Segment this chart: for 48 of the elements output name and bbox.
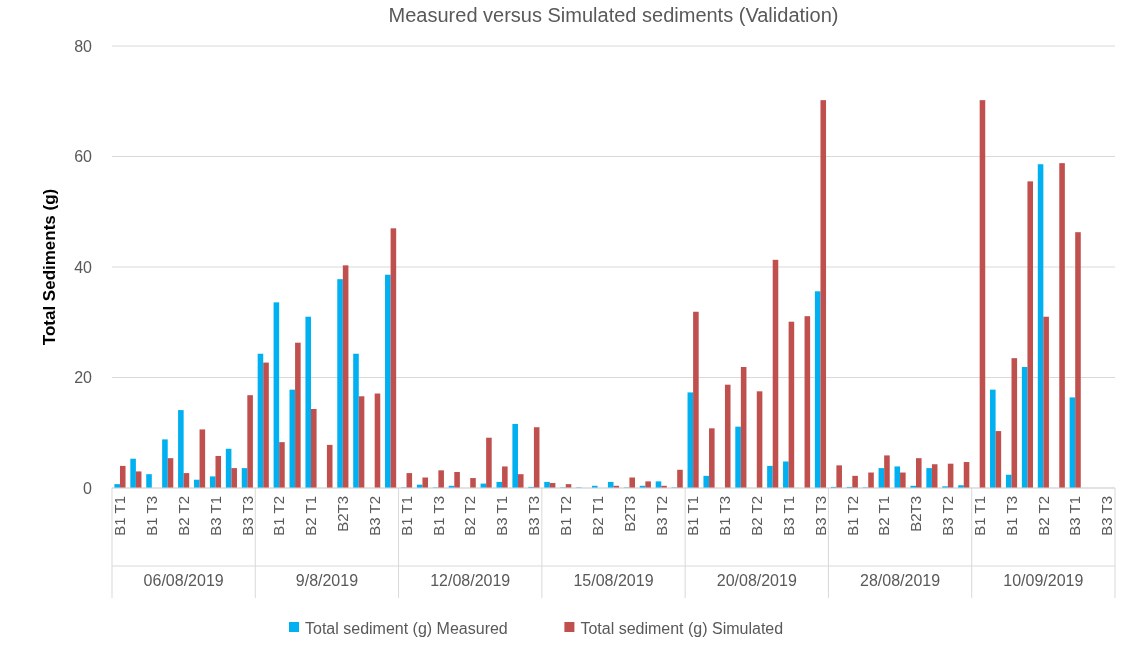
text: 28/08/2019 — [860, 572, 941, 589]
y-axis-title: Total Sediments (g) — [40, 188, 59, 346]
x-tick-label: B2 T1 — [302, 496, 320, 536]
chart-title: Measured versus Simulated sediments (Validation) — [388, 4, 839, 26]
legend-label: Total sediment (g) Simulated — [580, 619, 784, 637]
x-tick-label: B3 T3 — [1098, 496, 1116, 536]
x-tick-label: B3 T2 — [365, 496, 383, 536]
x-tick-label: B2 T1 — [588, 496, 606, 536]
x-tick-label: B1 T3 — [429, 496, 447, 536]
x-tick-label: B2 T1 — [875, 496, 893, 536]
y-tick-label: 80 — [74, 37, 93, 55]
x-tick-label: B2 T2 — [1034, 496, 1052, 536]
x-tick-label: B3 T1 — [206, 496, 224, 536]
x-tick-label: B2 T2 — [748, 496, 766, 536]
text: 10/09/2019 — [1003, 572, 1084, 589]
x-tick-label: B3 T1 — [493, 496, 511, 536]
text: 12/08/2019 — [430, 572, 511, 589]
x-tick-label: B3 T2 — [652, 496, 670, 536]
x-tick-label: B1 T2 — [843, 496, 861, 536]
x-tick-label: B3 T1 — [779, 496, 797, 536]
text: 9/8/2019 — [295, 572, 359, 589]
y-tick-label: 20 — [74, 369, 93, 387]
x-tick-label: B1 T1 — [684, 496, 702, 536]
x-tick-label: B1 T1 — [970, 496, 988, 536]
y-tick-label: 0 — [83, 479, 93, 497]
x-tick-label: B1 T3 — [1002, 496, 1020, 536]
x-tick-label: B1 T3 — [716, 496, 734, 536]
x-tick-label: B1 T1 — [397, 496, 415, 536]
text: 20/08/2019 — [716, 572, 797, 589]
x-tick-label: B2T3 — [620, 496, 638, 532]
y-tick-label: 60 — [74, 148, 93, 166]
x-tick-label: B3 T2 — [939, 496, 957, 536]
x-tick-label: B3 T3 — [238, 496, 256, 536]
legend-label: Total sediment (g) Measured — [305, 619, 508, 637]
x-tick-label: B1 T2 — [270, 496, 288, 536]
x-tick-label: B2 T2 — [174, 496, 192, 536]
x-tick-label: B1 T1 — [111, 496, 129, 536]
x-tick-label: B3 T3 — [811, 496, 829, 536]
text: 15/08/2019 — [573, 572, 654, 589]
x-tick-label: B1 T3 — [143, 496, 161, 536]
x-tick-label: B1 T2 — [556, 496, 574, 536]
x-tick-label: B2T3 — [907, 496, 925, 532]
x-tick-label: B2 T2 — [461, 496, 479, 536]
text: 06/08/2019 — [143, 572, 224, 589]
y-tick-label: 40 — [74, 258, 93, 276]
x-tick-label: B2T3 — [334, 496, 352, 532]
x-tick-label: B3 T3 — [525, 496, 543, 536]
x-tick-label: B3 T1 — [1066, 496, 1084, 536]
